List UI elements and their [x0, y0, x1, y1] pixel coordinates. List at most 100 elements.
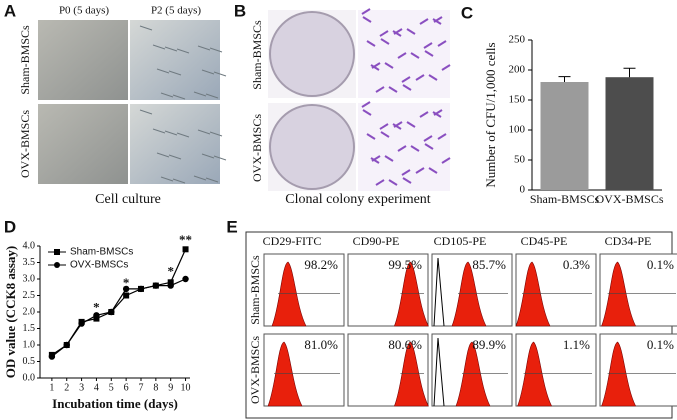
cell: [402, 177, 412, 184]
panel-label: A: [4, 1, 16, 20]
cell: [384, 62, 394, 69]
cell: [432, 111, 442, 118]
row-label: Sham-BMSCs: [18, 25, 32, 95]
cell: [401, 169, 411, 176]
cell-streak: [205, 177, 219, 183]
histogram: [601, 261, 637, 327]
bar: [540, 82, 589, 190]
x-tick-label: 6: [124, 382, 129, 393]
marker: [167, 279, 174, 286]
x-tick-label: 2: [64, 382, 69, 393]
cell: [362, 109, 372, 116]
cell: [380, 131, 390, 138]
cell: [392, 30, 402, 37]
error-bar: [623, 67, 636, 78]
cell-streak: [209, 47, 223, 53]
marker: [137, 285, 145, 293]
histogram: [271, 261, 307, 327]
cell: [379, 123, 389, 130]
cell: [433, 16, 443, 23]
cell: [388, 179, 398, 186]
y-tick-label: 0.0: [23, 372, 36, 383]
marker: [152, 282, 160, 289]
percentage: 81.0%: [304, 337, 338, 352]
cell-streak: [193, 175, 207, 181]
x-tick-label: 7: [138, 382, 143, 393]
histogram: [393, 341, 429, 407]
cell: [366, 133, 376, 140]
annotation: **: [179, 232, 192, 247]
marker: [182, 275, 189, 283]
cell: [437, 133, 447, 140]
panel-label: C: [461, 3, 473, 22]
x-tick-label: 8: [153, 382, 158, 393]
cell: [428, 167, 438, 174]
percentage: 1.1%: [563, 337, 590, 352]
marker: [122, 285, 130, 293]
percentage: 0.3%: [563, 257, 590, 272]
cell: [392, 123, 402, 130]
cell: [375, 179, 385, 186]
x-tick-label: Sham-BMSCs: [530, 192, 600, 206]
cell-streak: [197, 45, 211, 51]
y-tick-label: 4.0: [23, 240, 36, 251]
histogram: [601, 341, 637, 407]
cell-streak: [152, 128, 166, 134]
cell-streak: [205, 93, 219, 99]
x-tick-label: 3: [79, 382, 84, 393]
caption: Cell culture: [95, 192, 161, 207]
row-label: OVX-BMSCs: [18, 110, 32, 178]
cell: [361, 8, 371, 15]
column-header: P2 (5 days): [151, 5, 201, 17]
cell: [406, 121, 416, 128]
histogram: [517, 341, 553, 407]
x-tick-label: 1: [49, 382, 54, 393]
percentage: 89.9%: [472, 337, 506, 352]
cell: [371, 62, 381, 69]
y-tick-label: 1.5: [23, 323, 36, 334]
cell-streak: [156, 68, 170, 74]
cell-streak: [201, 69, 215, 75]
cell-streak: [172, 94, 186, 100]
cell: [424, 50, 434, 57]
annotation: *: [93, 300, 100, 315]
cell: [393, 28, 403, 35]
cell: [432, 18, 442, 25]
cell: [406, 28, 416, 35]
y-tick-label: 200: [509, 64, 526, 76]
legend-label: Sham-BMSCs: [70, 247, 133, 258]
cell-streak: [213, 71, 227, 77]
y-axis-label: OD value (CCK8 assay): [3, 246, 18, 379]
error-bar: [558, 76, 571, 82]
y-tick-label: 2.0: [23, 306, 36, 317]
cell: [384, 155, 394, 162]
bar: [605, 77, 654, 190]
y-tick-label: 1.0: [23, 339, 36, 350]
cell: [410, 145, 420, 152]
x-tick-label: OVX-BMSCs: [595, 192, 663, 206]
y-tick-label: 0: [520, 184, 526, 196]
cell: [397, 145, 407, 152]
row-label: OVX-BMSCs: [250, 114, 264, 182]
row-label: OVX-BMSCs: [248, 336, 262, 404]
y-tick-label: 2.5: [23, 290, 36, 301]
marker: [182, 246, 189, 253]
cell: [362, 16, 372, 23]
marker: [93, 312, 100, 319]
cell: [366, 40, 376, 47]
cell: [423, 135, 433, 142]
annotation: *: [123, 275, 130, 290]
percentage: 85.7%: [472, 257, 506, 272]
percentage: 80.6%: [388, 337, 422, 352]
marker: [78, 320, 85, 327]
cell-streak: [139, 25, 153, 31]
cell: [428, 74, 438, 81]
column-header: CD34-PE: [605, 234, 652, 248]
cell: [371, 155, 381, 162]
cell-streak: [160, 92, 174, 98]
x-axis-label: Incubation time (days): [52, 396, 178, 411]
y-tick-label: 250: [509, 34, 526, 46]
marker: [63, 341, 70, 349]
cell-streak: [168, 154, 182, 160]
micrograph: [130, 104, 220, 184]
